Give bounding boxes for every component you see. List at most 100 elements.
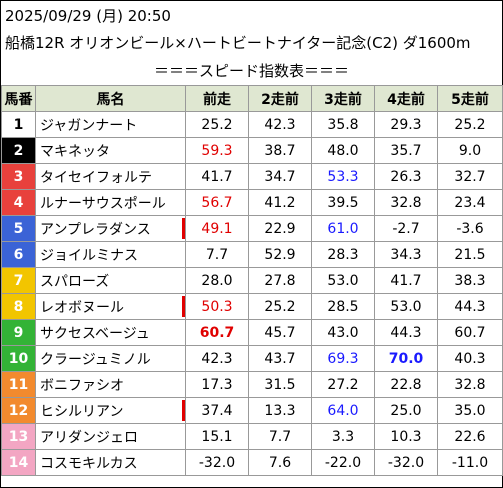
speed-index-cell: -2.7 bbox=[374, 215, 438, 242]
horse-name: タイセイフォルテ bbox=[40, 169, 152, 186]
horse-number-cell: 12 bbox=[1, 397, 36, 424]
horse-number-cell: 5 bbox=[1, 215, 36, 242]
speed-index-cell: 48.0 bbox=[311, 137, 375, 164]
table-row: 5 アンプレラダンス 49.1 22.9 61.0 -2.7 -3.6 bbox=[1, 215, 503, 242]
horse-number-cell: 9 bbox=[1, 319, 36, 346]
speed-index-cell: 22.8 bbox=[374, 371, 438, 398]
horse-name-cell: マキネッタ bbox=[35, 137, 186, 164]
col-header-2-races-ago: 2走前 bbox=[248, 85, 312, 112]
race-title: 船橋12R オリオンビール×ハートビートナイター記念(C2) ダ1600m bbox=[5, 34, 471, 52]
speed-index-cell: 60.7 bbox=[437, 319, 503, 346]
speed-index-cell: 43.0 bbox=[311, 319, 375, 346]
col-header-5-races-ago: 5走前 bbox=[437, 85, 503, 112]
red-marker bbox=[182, 218, 185, 239]
speed-index-cell: 29.3 bbox=[374, 111, 438, 138]
speed-index-cell: 23.4 bbox=[437, 189, 503, 216]
speed-index-cell: 42.3 bbox=[185, 345, 249, 372]
speed-index-cell: 34.7 bbox=[248, 163, 312, 190]
speed-index-cell: 37.4 bbox=[185, 397, 249, 424]
red-marker bbox=[182, 296, 185, 317]
speed-index-cell: 59.3 bbox=[185, 137, 249, 164]
horse-name: レオボヌール bbox=[40, 299, 124, 316]
speed-index-cell: 40.3 bbox=[437, 345, 503, 372]
horse-name: サクセスベージュ bbox=[40, 325, 150, 342]
table-row: 8 レオボヌール 50.3 25.2 28.5 53.0 44.3 bbox=[1, 293, 503, 320]
speed-index-cell: 38.7 bbox=[248, 137, 312, 164]
speed-index-cell: 25.2 bbox=[248, 293, 312, 320]
horse-number-cell: 1 bbox=[1, 111, 36, 138]
speed-index-table: 馬番 馬名 前走 2走前 3走前 4走前 5走前 1 ジャガンナート 25.2 42.… bbox=[1, 85, 503, 476]
horse-number-cell: 13 bbox=[1, 423, 36, 450]
speed-index-cell: -32.0 bbox=[185, 449, 249, 476]
speed-index-cell: 28.5 bbox=[311, 293, 375, 320]
table-row: 7 スパローズ 28.0 27.8 53.0 41.7 38.3 bbox=[1, 267, 503, 294]
speed-index-cell: 35.8 bbox=[311, 111, 375, 138]
speed-index-cell: 32.7 bbox=[437, 163, 503, 190]
speed-index-cell: 41.7 bbox=[374, 267, 438, 294]
speed-index-cell: 28.3 bbox=[311, 241, 375, 268]
horse-name-cell: ルナーサウスポール bbox=[35, 189, 186, 216]
horse-name-cell: ジョイルミナス bbox=[35, 241, 186, 268]
speed-index-cell: 44.3 bbox=[437, 293, 503, 320]
speed-index-cell: 27.2 bbox=[311, 371, 375, 398]
horse-name-cell: タイセイフォルテ bbox=[35, 163, 186, 190]
speed-index-cell: 32.8 bbox=[374, 189, 438, 216]
horse-name-cell: ジャガンナート bbox=[35, 111, 186, 138]
col-header-number: 馬番 bbox=[1, 85, 36, 112]
speed-index-cell: 43.7 bbox=[248, 345, 312, 372]
speed-index-cell: 56.7 bbox=[185, 189, 249, 216]
table-row: 1 ジャガンナート 25.2 42.3 35.8 29.3 25.2 bbox=[1, 111, 503, 138]
speed-index-cell: 69.3 bbox=[311, 345, 375, 372]
horse-number-cell: 7 bbox=[1, 267, 36, 294]
speed-index-cell: 64.0 bbox=[311, 397, 375, 424]
table-row: 12 ヒシルリアン 37.4 13.3 64.0 25.0 35.0 bbox=[1, 397, 503, 424]
speed-index-cell: 52.9 bbox=[248, 241, 312, 268]
speed-index-cell: 10.3 bbox=[374, 423, 438, 450]
section-title: ＝＝＝スピード指数表＝＝＝ bbox=[153, 62, 349, 80]
speed-index-cell: 39.5 bbox=[311, 189, 375, 216]
horse-name: ヒシルリアン bbox=[40, 403, 124, 420]
table-row: 4 ルナーサウスポール 56.7 41.2 39.5 32.8 23.4 bbox=[1, 189, 503, 216]
horse-name: ルナーサウスポール bbox=[40, 195, 166, 212]
horse-name: マキネッタ bbox=[40, 143, 110, 160]
horse-name: コスモキルカス bbox=[40, 455, 138, 472]
speed-index-cell: 53.0 bbox=[374, 293, 438, 320]
horse-name: ボニファシオ bbox=[40, 377, 124, 394]
horse-name: アリダンジェロ bbox=[40, 429, 138, 446]
table-row: 9 サクセスベージュ 60.7 45.7 43.0 44.3 60.7 bbox=[1, 319, 503, 346]
speed-index-cell: 41.7 bbox=[185, 163, 249, 190]
horse-name: アンプレラダンス bbox=[40, 221, 151, 238]
speed-index-cell: 9.0 bbox=[437, 137, 503, 164]
speed-index-cell: 35.0 bbox=[437, 397, 503, 424]
horse-name-cell: ボニファシオ bbox=[35, 371, 186, 398]
horse-number-cell: 2 bbox=[1, 137, 36, 164]
speed-index-cell: 26.3 bbox=[374, 163, 438, 190]
table-row: 10 クラージュミノル 42.3 43.7 69.3 70.0 40.3 bbox=[1, 345, 503, 372]
horse-number-cell: 10 bbox=[1, 345, 36, 372]
speed-index-cell: 49.1 bbox=[185, 215, 249, 242]
speed-index-cell: 25.2 bbox=[437, 111, 503, 138]
speed-index-cell: 41.2 bbox=[248, 189, 312, 216]
table-row: 6 ジョイルミナス 7.7 52.9 28.3 34.3 21.5 bbox=[1, 241, 503, 268]
speed-index-cell: 53.3 bbox=[311, 163, 375, 190]
horse-number-cell: 14 bbox=[1, 449, 36, 476]
horse-number-cell: 8 bbox=[1, 293, 36, 320]
speed-index-cell: 3.3 bbox=[311, 423, 375, 450]
speed-index-cell: 27.8 bbox=[248, 267, 312, 294]
table-row: 14 コスモキルカス -32.0 7.6 -22.0 -32.0 -11.0 bbox=[1, 449, 503, 476]
speed-index-cell: 44.3 bbox=[374, 319, 438, 346]
speed-index-cell: 50.3 bbox=[185, 293, 249, 320]
speed-index-cell: 15.1 bbox=[185, 423, 249, 450]
speed-index-cell: 70.0 bbox=[374, 345, 438, 372]
horse-name: ジョイルミナス bbox=[40, 247, 138, 264]
speed-index-cell: 25.2 bbox=[185, 111, 249, 138]
col-header-last-race: 前走 bbox=[185, 85, 249, 112]
speed-index-cell: 42.3 bbox=[248, 111, 312, 138]
speed-index-cell: 32.8 bbox=[437, 371, 503, 398]
table-row: 3 タイセイフォルテ 41.7 34.7 53.3 26.3 32.7 bbox=[1, 163, 503, 190]
speed-index-cell: 21.5 bbox=[437, 241, 503, 268]
speed-index-cell: 45.7 bbox=[248, 319, 312, 346]
horse-name-cell: レオボヌール bbox=[35, 293, 186, 320]
speed-index-cell: 35.7 bbox=[374, 137, 438, 164]
